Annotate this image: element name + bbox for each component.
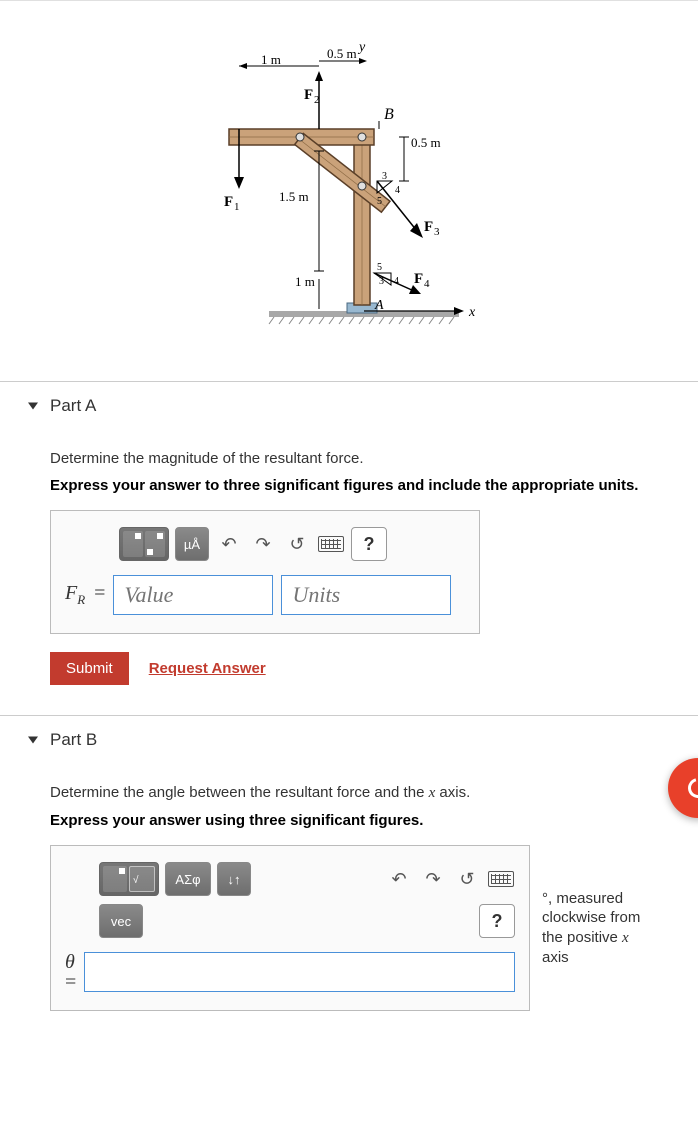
part-a-body: Determine the magnitude of the resultant… (0, 430, 698, 715)
collapse-icon (28, 403, 38, 410)
svg-text:y: y (357, 40, 366, 55)
part-b: Part B Determine the angle between the r… (0, 715, 698, 1041)
part-a-answer-box: µÅ ↶ ↷ ↺ ? FR = (50, 510, 480, 634)
svg-text:5: 5 (377, 262, 382, 273)
part-b-toolbar-row1: √ ΑΣφ ↓↑ ↶ ↷ ↺ (65, 862, 515, 896)
svg-text:4: 4 (424, 278, 430, 290)
svg-text:3: 3 (379, 276, 384, 287)
templates-button[interactable] (119, 527, 169, 561)
variable-label: θ = (65, 952, 76, 992)
part-a-title: Part A (50, 396, 96, 416)
fab-icon (684, 774, 698, 801)
svg-text:1 m: 1 m (261, 52, 281, 67)
redo-icon[interactable]: ↷ (249, 527, 277, 561)
help-button[interactable]: ? (479, 904, 515, 938)
svg-text:B: B (384, 106, 394, 123)
submit-button[interactable]: Submit (50, 652, 129, 685)
part-a-header[interactable]: Part A (0, 382, 698, 430)
svg-text:3: 3 (434, 226, 440, 238)
svg-text:x: x (468, 305, 476, 320)
angle-input[interactable] (84, 952, 515, 992)
keyboard-icon[interactable] (317, 527, 345, 561)
redo-icon[interactable]: ↷ (419, 862, 447, 896)
svg-text:5: 5 (377, 196, 382, 207)
templates-button[interactable]: √ (99, 862, 159, 896)
value-input[interactable] (113, 575, 273, 615)
part-a-input-row: FR = (65, 575, 465, 615)
undo-icon[interactable]: ↶ (215, 527, 243, 561)
part-b-answer-row: √ ΑΣφ ↓↑ ↶ ↷ ↺ vec ? (50, 845, 648, 1011)
svg-text:0.5 m: 0.5 m (411, 135, 441, 150)
svg-text:F: F (224, 194, 233, 210)
units-input[interactable] (281, 575, 451, 615)
part-b-body: Determine the angle between the resultan… (0, 764, 698, 1041)
svg-text:4: 4 (395, 185, 400, 196)
reset-icon[interactable]: ↺ (283, 527, 311, 561)
part-b-header[interactable]: Part B (0, 716, 698, 764)
greek-button[interactable]: ΑΣφ (165, 862, 211, 896)
request-answer-link[interactable]: Request Answer (149, 660, 266, 677)
svg-text:1.5 m: 1.5 m (279, 189, 309, 204)
svg-text:F: F (424, 219, 433, 235)
units-toggle-button[interactable]: µÅ (175, 527, 209, 561)
help-button[interactable]: ? (351, 527, 387, 561)
part-a-instruction: Express your answer to three significant… (50, 477, 648, 494)
part-b-toolbar-row2: vec ? (65, 904, 515, 938)
svg-text:F: F (414, 271, 423, 287)
part-b-answer-box: √ ΑΣφ ↓↑ ↶ ↷ ↺ vec ? (50, 845, 530, 1011)
svg-text:3: 3 (382, 171, 387, 182)
part-a-submit-row: Submit Request Answer (50, 652, 648, 685)
part-a-prompt: Determine the magnitude of the resultant… (50, 450, 648, 467)
keyboard-icon[interactable] (487, 862, 515, 896)
variable-label: FR = (65, 582, 105, 608)
part-a-toolbar: µÅ ↶ ↷ ↺ ? (65, 527, 465, 561)
svg-text:F: F (304, 87, 313, 103)
part-b-instruction: Express your answer using three signific… (50, 812, 648, 829)
svg-text:4: 4 (394, 276, 399, 287)
reset-icon[interactable]: ↺ (453, 862, 481, 896)
part-a: Part A Determine the magnitude of the re… (0, 381, 698, 715)
structure-diagram: y F 2 x F 1 1 m 0.5 m B 0.5 m 1.5 m 1 m … (199, 21, 499, 341)
part-b-prompt: Determine the angle between the resultan… (50, 784, 648, 802)
svg-text:0.5 m: 0.5 m (327, 46, 357, 61)
part-b-title: Part B (50, 730, 97, 750)
svg-text:√: √ (133, 874, 139, 886)
arrows-button[interactable]: ↓↑ (217, 862, 251, 896)
collapse-icon (28, 737, 38, 744)
svg-text:2: 2 (314, 94, 320, 106)
svg-text:1: 1 (234, 201, 240, 213)
svg-text:A: A (374, 298, 384, 313)
vec-button[interactable]: vec (99, 904, 143, 938)
figure-area: y F 2 x F 1 1 m 0.5 m B 0.5 m 1.5 m 1 m … (0, 0, 698, 381)
suffix-text: °, measured clockwise from the positive … (530, 889, 648, 968)
svg-text:1 m: 1 m (295, 274, 315, 289)
part-b-input-row: θ = (65, 952, 515, 992)
undo-icon[interactable]: ↶ (385, 862, 413, 896)
